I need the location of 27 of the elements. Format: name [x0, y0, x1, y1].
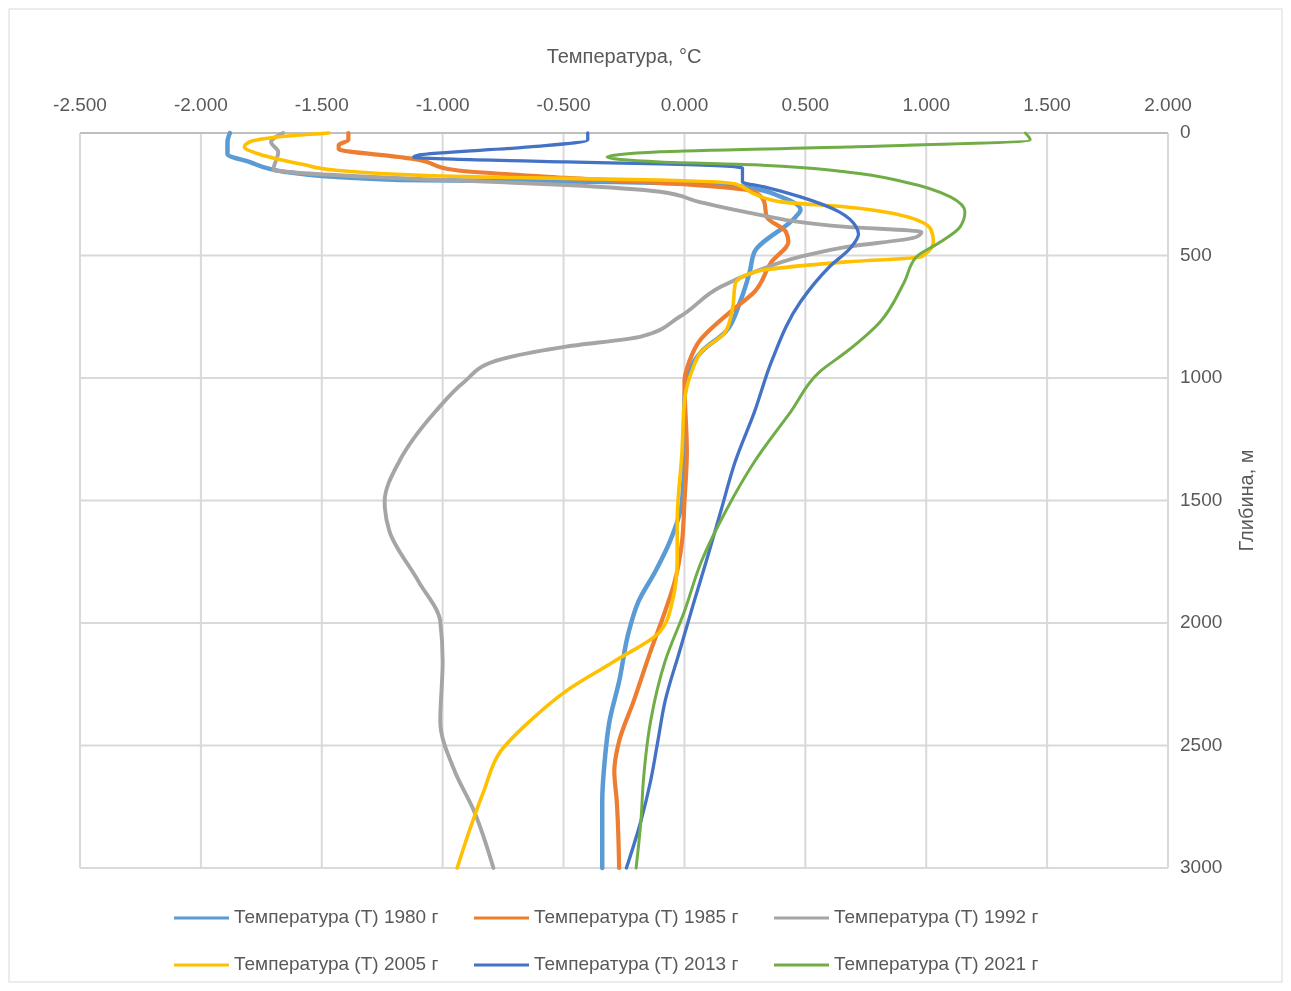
x-tick-label: 0.000: [660, 94, 709, 115]
x-tick-label: -2.500: [53, 94, 107, 115]
y-tick-label: 500: [1180, 243, 1212, 265]
x-tick-label: -2.000: [173, 94, 228, 115]
x-tick-label: 0.500: [781, 94, 830, 115]
legend-label: Температура (Т) 1992 г: [834, 906, 1039, 928]
x-tick-label: 1.500: [1023, 94, 1071, 115]
line-series: [605, 131, 1032, 870]
legend-label: Температура (Т) 2005 г: [234, 953, 439, 975]
y-tick-label: 1500: [1180, 488, 1223, 510]
line-series: [412, 131, 861, 870]
x-tick-label: -1.000: [415, 94, 470, 115]
x-tick-label: -0.500: [536, 94, 591, 115]
legend-label: Температура (Т) 2013 г: [534, 953, 739, 975]
y-tick-label: 0: [1180, 121, 1191, 143]
x-axis-title: Температура, °C: [546, 45, 702, 67]
legend-label: Температура (Т) 2021 г: [834, 953, 1039, 975]
y-tick-label: 2000: [1180, 611, 1223, 633]
legend-label: Температура (Т) 1985 г: [534, 906, 739, 928]
legend-label: Температура (Т) 1980 г: [234, 906, 439, 928]
y-axis-title: Глибина, м: [1235, 449, 1257, 552]
y-tick-label: 1000: [1180, 366, 1223, 388]
x-tick-label: -1.500: [294, 94, 349, 115]
x-tick-label: 1.000: [902, 94, 950, 115]
x-tick-label: 2.000: [1144, 94, 1192, 115]
y-tick-label: 3000: [1180, 856, 1223, 878]
y-tick-label: 2500: [1180, 733, 1223, 755]
